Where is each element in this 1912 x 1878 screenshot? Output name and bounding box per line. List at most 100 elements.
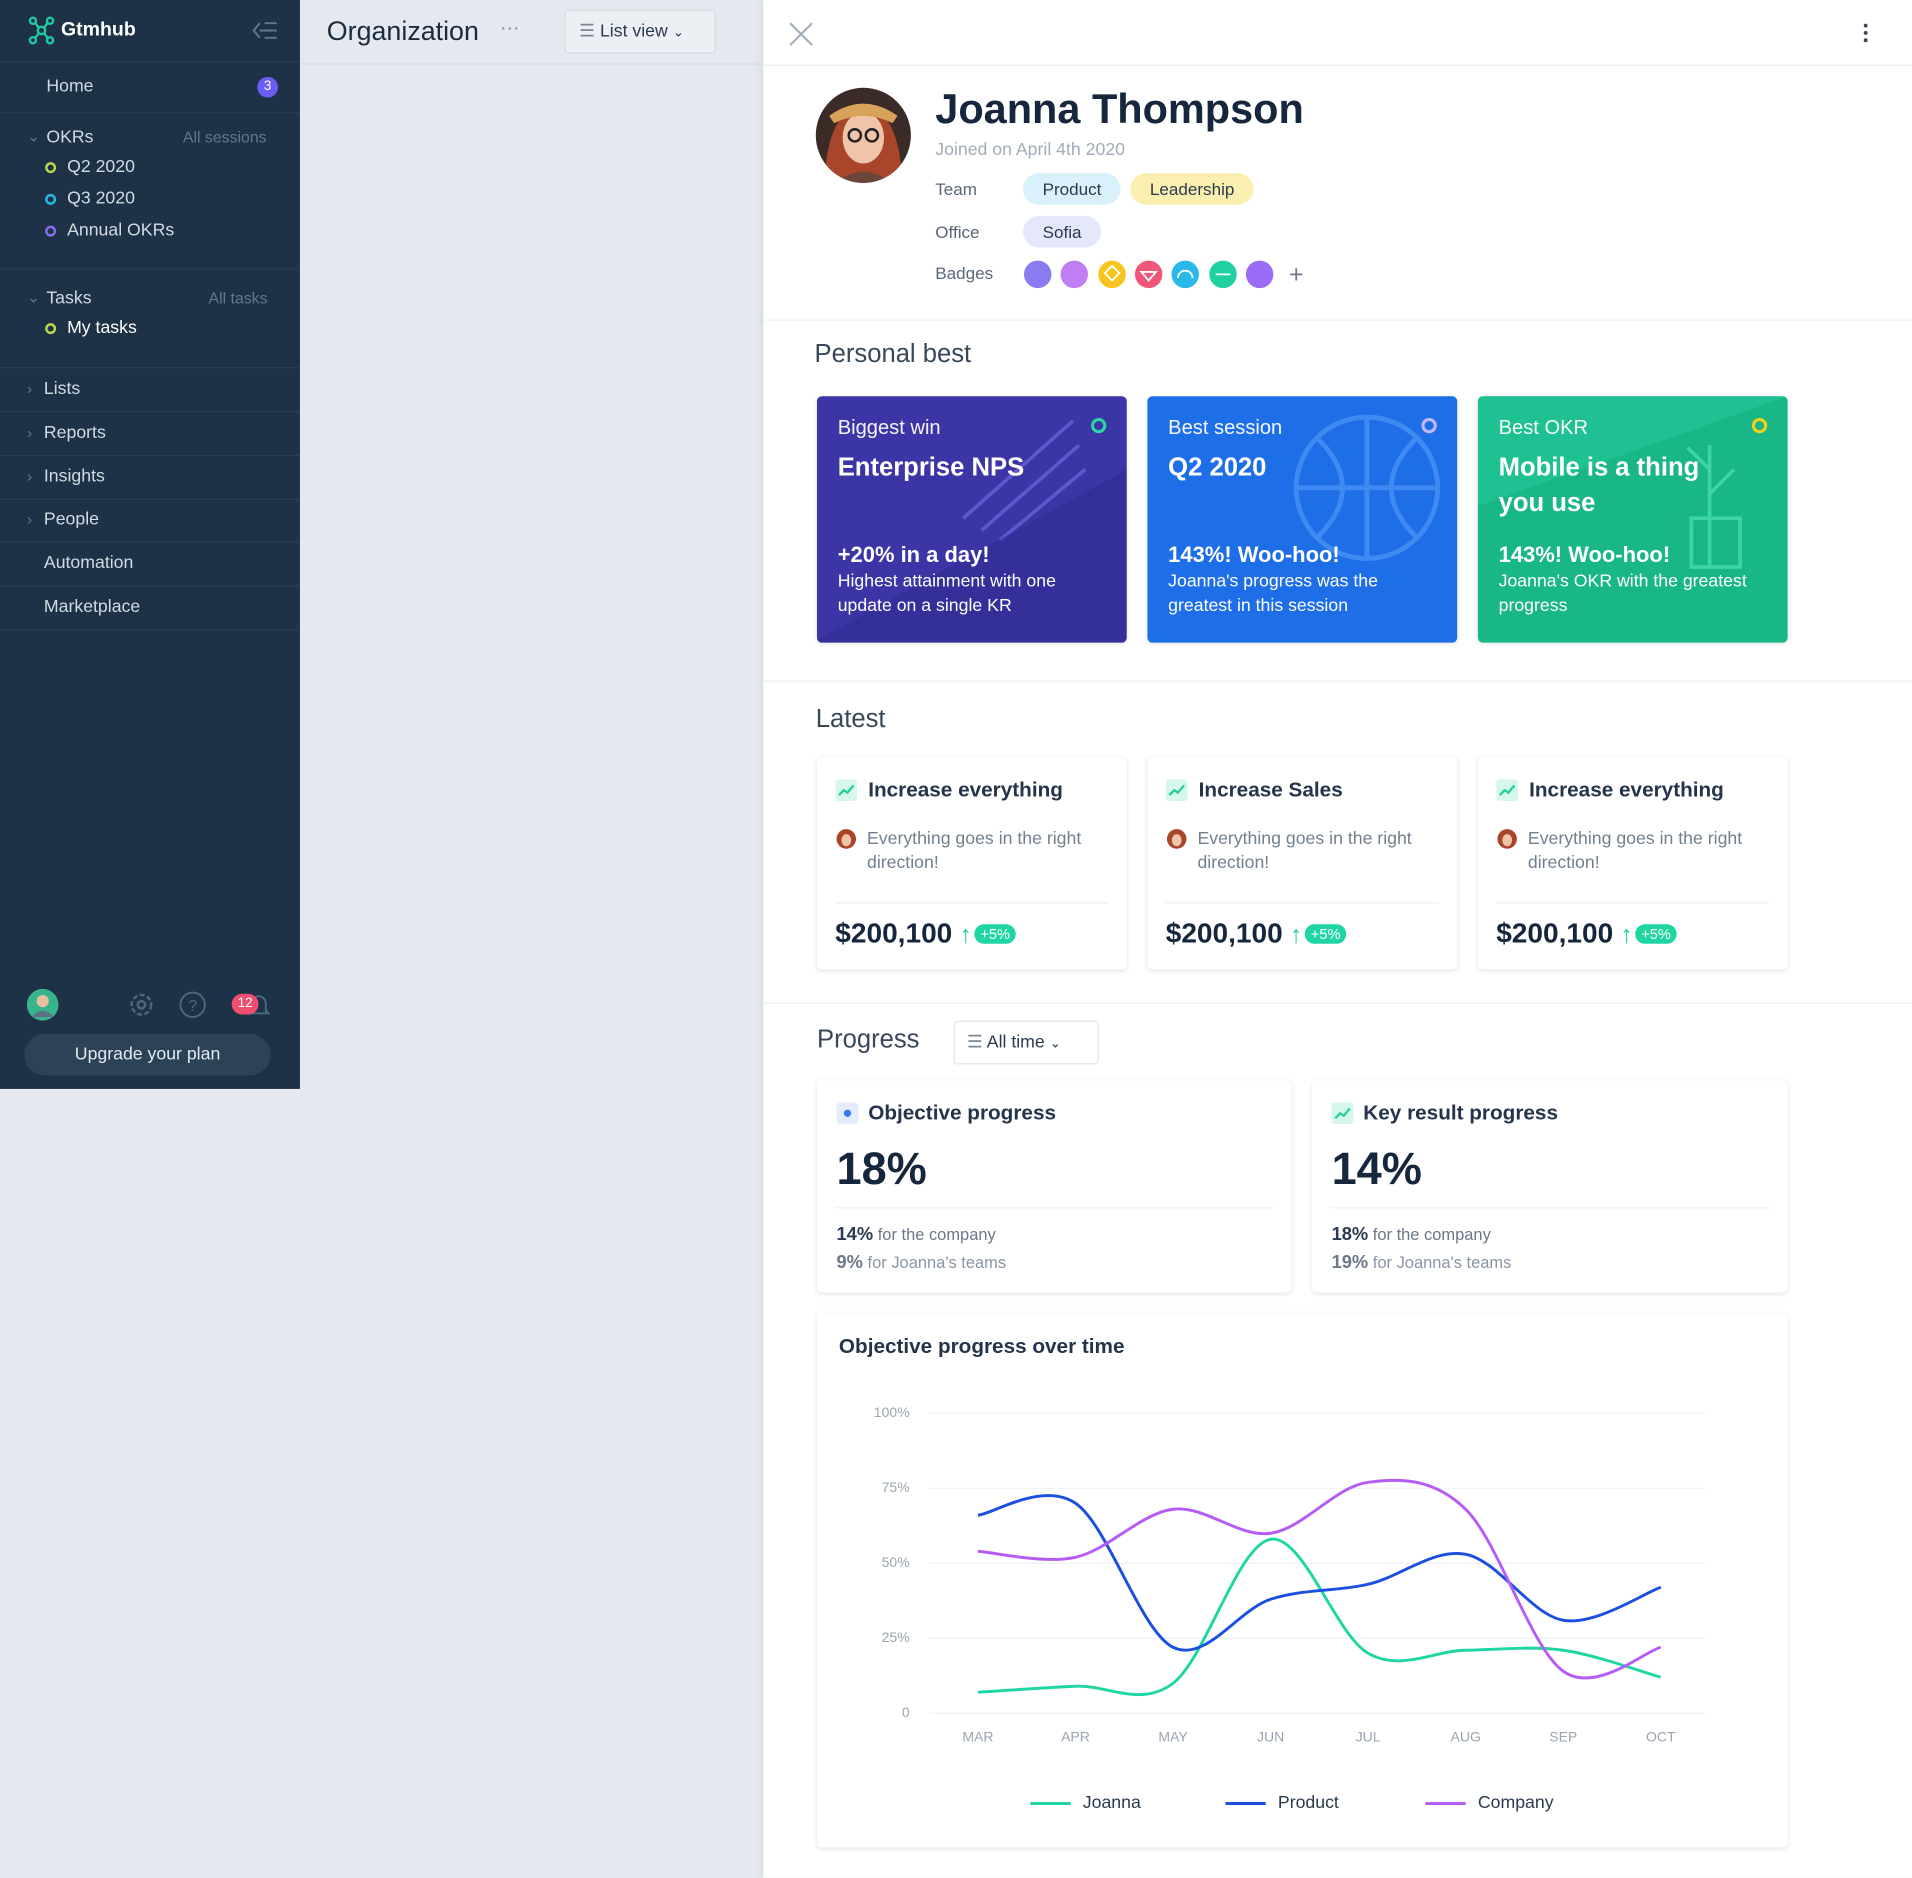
x-tick-label: JUL xyxy=(1356,1728,1381,1744)
tasks-link[interactable]: All tasks xyxy=(208,288,268,308)
settings-icon[interactable] xyxy=(127,990,156,1019)
teams-text: for Joanna's teams xyxy=(1372,1253,1512,1272)
card-text: Highest attainment with one update on a … xyxy=(837,571,1056,616)
okr-text: Everything goes in the right direction! xyxy=(1197,829,1412,874)
view-dropdown[interactable]: ☰ List view ⌄ xyxy=(564,9,716,54)
nav-okr-item[interactable]: Annual OKRs xyxy=(67,220,175,241)
nav-tasks[interactable]: Tasks xyxy=(46,288,92,309)
close-button[interactable] xyxy=(788,21,815,48)
help-icon[interactable]: ? xyxy=(178,990,207,1019)
trend-icon xyxy=(1496,779,1519,802)
nav-item[interactable]: Lists xyxy=(43,379,81,399)
divider xyxy=(0,541,300,543)
progress-value: 18% xyxy=(836,1143,927,1194)
card-decoration xyxy=(1147,396,1457,642)
series-line xyxy=(977,1537,1662,1697)
okr-text: Everything goes in the right direction! xyxy=(1527,829,1743,874)
more-icon[interactable]: ··· xyxy=(499,18,520,40)
icon xyxy=(1165,779,1188,807)
profile-panel: Joanna Thompson Joined on April 4th 2020… xyxy=(763,0,1912,1878)
legend-label: Company xyxy=(1478,1792,1554,1812)
nav-item[interactable]: People xyxy=(43,509,99,530)
team-pill[interactable]: Leadership xyxy=(1130,173,1254,205)
chevron: ⌄ xyxy=(672,25,684,41)
decoration xyxy=(816,417,1127,643)
mini-avatar xyxy=(1497,829,1517,849)
nav-item[interactable]: Marketplace xyxy=(43,597,141,618)
chevron: ⌄ xyxy=(1049,1036,1061,1052)
divider xyxy=(835,902,1109,904)
nav-okrs[interactable]: OKRs xyxy=(46,128,94,148)
office-label: Office xyxy=(935,221,980,242)
icon xyxy=(835,779,858,807)
page-title: Organization xyxy=(326,15,479,47)
company-row: 14% for the company xyxy=(837,1224,996,1245)
nav-task-item[interactable]: My tasks xyxy=(67,318,137,338)
logo xyxy=(28,16,55,45)
divider xyxy=(0,585,300,587)
card-body: +20% in a day! Highest attainment with on… xyxy=(838,540,1100,618)
arrow: ↑ xyxy=(1290,921,1303,949)
profile-avatar xyxy=(815,87,911,183)
progress-value: 14% xyxy=(1331,1143,1422,1194)
okr-value: $200,100 ↑ +5% xyxy=(1496,917,1678,950)
okrs-link[interactable]: All sessions xyxy=(182,128,267,147)
dot xyxy=(45,162,57,174)
nav-item[interactable]: Automation xyxy=(43,553,134,574)
dot xyxy=(45,225,57,237)
y-tick-label: 0 xyxy=(902,1704,910,1720)
divider xyxy=(835,1207,1274,1209)
avatar xyxy=(1166,828,1188,856)
achievement-card[interactable]: Best session Q2 2020 143%! Woo-hoo! Joanna'… xyxy=(1147,396,1458,643)
nav-okr-item[interactable]: Q3 2020 xyxy=(67,189,135,209)
divider xyxy=(0,410,300,413)
mini-avatar xyxy=(836,829,857,849)
card-title: Mobile is a thing you use xyxy=(1498,453,1700,518)
card-title: Enterprise NPS xyxy=(837,453,1025,482)
collapse-button[interactable] xyxy=(250,18,279,42)
divider xyxy=(0,454,300,457)
legend-label: Product xyxy=(1278,1792,1339,1812)
card-label: Best session xyxy=(1168,417,1283,439)
teams-row: 19% for Joanna's teams xyxy=(1332,1252,1512,1273)
teams-row: 9% for Joanna's teams xyxy=(837,1252,1007,1273)
arrow: ↑ xyxy=(959,921,972,949)
card-body: 143%! Woo-hoo! Joanna's OKR with the grea… xyxy=(1499,540,1761,618)
upgrade-button[interactable]: Upgrade your plan xyxy=(24,1034,271,1076)
filter-icon: ☰ xyxy=(966,1032,983,1053)
okr-value: $200,100 ↑ +5% xyxy=(1166,917,1347,950)
team-pill[interactable]: Product xyxy=(1023,173,1121,205)
badges-label: Badges xyxy=(935,263,994,283)
card-decoration xyxy=(1477,396,1788,642)
office-pill[interactable]: Sofia xyxy=(1023,215,1102,248)
company-value: 18% xyxy=(1331,1224,1369,1245)
teams-value: 19% xyxy=(1331,1252,1369,1274)
okr-card[interactable]: Increase Sales Everything goes in the rig… xyxy=(1147,757,1458,970)
series-line xyxy=(977,1494,1662,1652)
chart: Objective progress over time 0 25% 50% 75% 1… xyxy=(839,1335,1705,1812)
icon xyxy=(836,1102,859,1130)
divider xyxy=(763,680,1912,682)
y-tick-label: 75% xyxy=(882,1479,910,1495)
nav-item[interactable]: Insights xyxy=(43,467,105,487)
okr-card[interactable]: Increase everything Everything goes in th… xyxy=(1477,757,1788,970)
achievement-card[interactable]: Biggest win Enterprise NPS +20% in a day! H… xyxy=(816,396,1127,643)
team-label: Team xyxy=(935,179,978,199)
achievement-card[interactable]: Best OKR Mobile is a thing you use 143%! W… xyxy=(1477,396,1788,643)
sidebar: Gtmhub Home 3 ⌄ OKRs All sessions Q2 202… xyxy=(0,0,300,1089)
okr-card[interactable]: Increase everything Everything goes in th… xyxy=(816,757,1127,970)
nav-home[interactable]: Home xyxy=(46,76,94,97)
trend-icon xyxy=(835,779,858,802)
card-highlight: 143%! Woo-hoo! xyxy=(1168,542,1340,568)
time-filter[interactable]: ☰ All time ⌄ xyxy=(953,1020,1099,1065)
profile-name: Joanna Thompson xyxy=(935,86,1304,133)
card-decoration xyxy=(816,396,1127,643)
user-avatar[interactable] xyxy=(26,988,60,1022)
nav-okr-item[interactable]: Q2 2020 xyxy=(67,157,135,177)
decoration xyxy=(1477,396,1788,569)
kebab-menu[interactable] xyxy=(1858,21,1873,45)
nav-item[interactable]: Reports xyxy=(43,423,106,443)
chevron: › xyxy=(26,423,33,442)
